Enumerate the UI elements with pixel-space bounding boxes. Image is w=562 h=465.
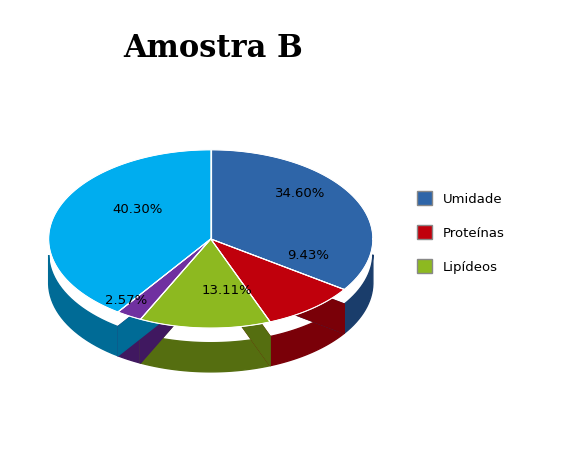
- Polygon shape: [211, 253, 345, 333]
- Polygon shape: [345, 255, 373, 333]
- Polygon shape: [118, 239, 211, 319]
- Polygon shape: [140, 253, 211, 363]
- Polygon shape: [49, 255, 118, 356]
- Text: 34.60%: 34.60%: [275, 187, 325, 200]
- Polygon shape: [140, 253, 211, 363]
- Polygon shape: [118, 253, 211, 356]
- Polygon shape: [49, 150, 211, 312]
- Polygon shape: [118, 326, 140, 363]
- Text: 13.11%: 13.11%: [202, 284, 252, 297]
- Polygon shape: [270, 304, 345, 365]
- Legend: Umidade, Proteínas, Lipídeos: Umidade, Proteínas, Lipídeos: [411, 186, 510, 279]
- Text: Amostra B: Amostra B: [124, 33, 303, 64]
- Text: 40.30%: 40.30%: [112, 203, 163, 216]
- Polygon shape: [211, 150, 373, 290]
- Polygon shape: [211, 239, 345, 322]
- Polygon shape: [211, 253, 270, 365]
- Polygon shape: [140, 239, 270, 328]
- Polygon shape: [140, 334, 270, 372]
- Polygon shape: [211, 253, 270, 365]
- Text: 2.57%: 2.57%: [105, 294, 148, 307]
- Polygon shape: [118, 253, 211, 356]
- Polygon shape: [211, 253, 345, 333]
- Text: 9.43%: 9.43%: [287, 249, 329, 262]
